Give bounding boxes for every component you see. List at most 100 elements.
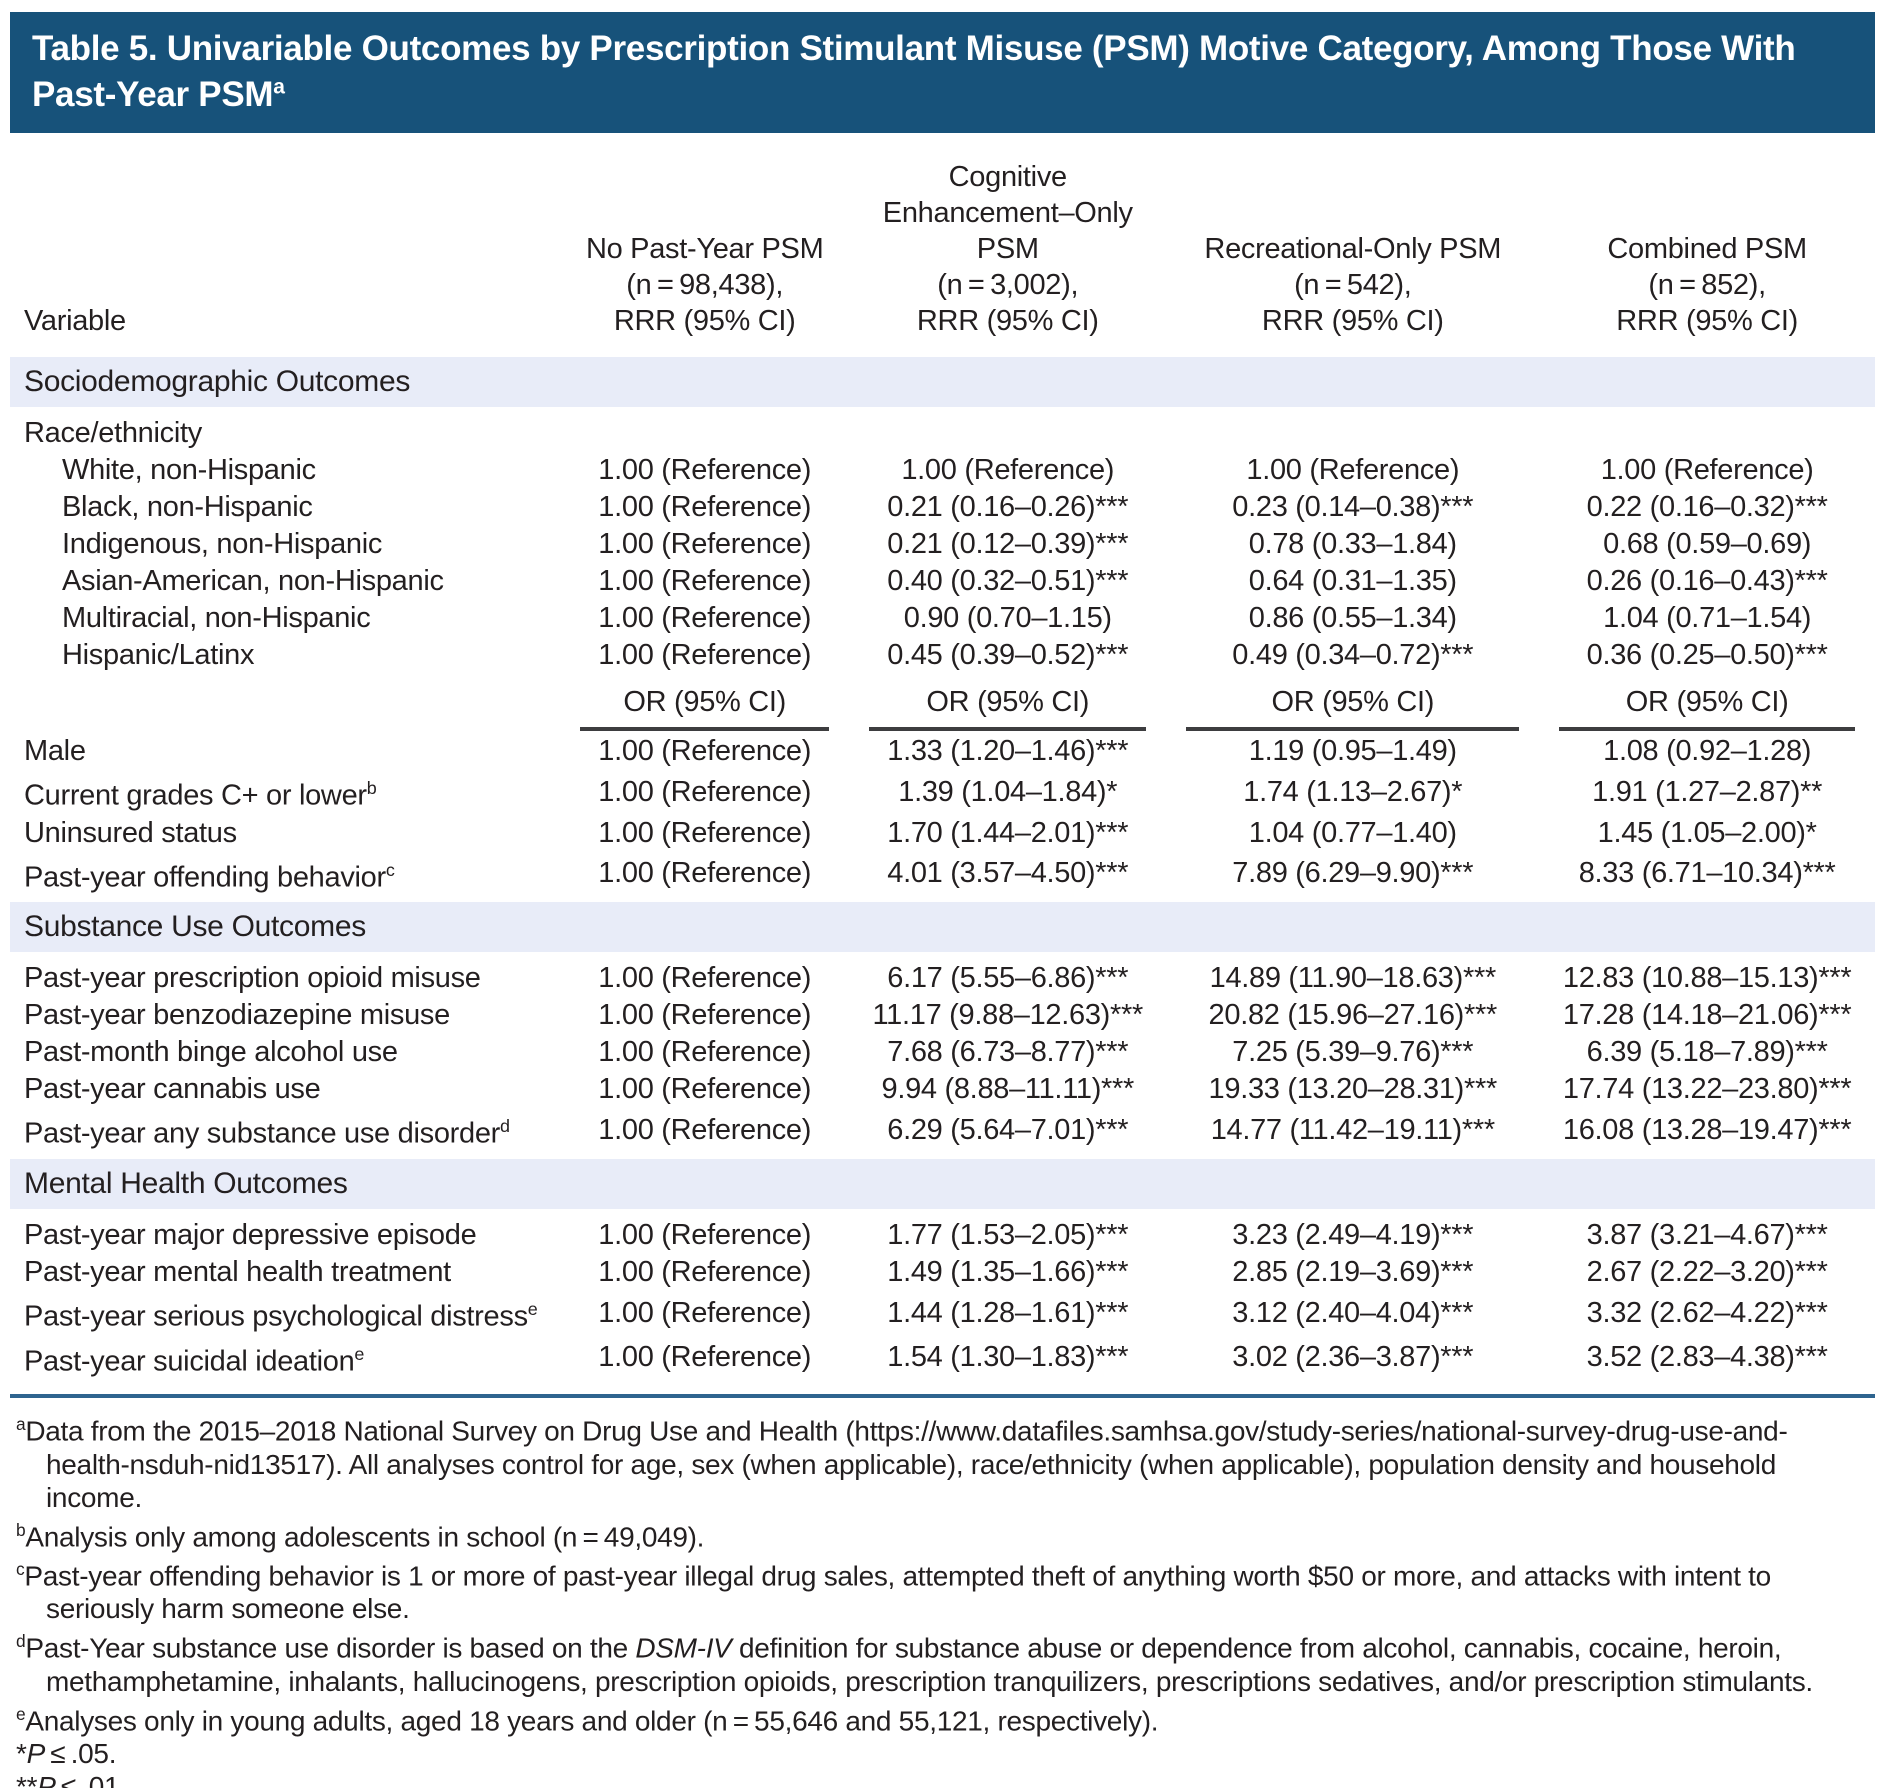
or-subheader-label: OR (95% CI) [1186, 684, 1520, 731]
footnote-marker: e [354, 1343, 365, 1364]
row-label: Past-year mental health treatment [24, 1255, 451, 1288]
cell-value: 1.00 (Reference) [598, 775, 812, 808]
footnote: aData from the 2015–2018 National Survey… [16, 1408, 1869, 1513]
cell-value: 0.68 (0.59–0.69) [1603, 528, 1812, 560]
table-row: Multiracial, non-Hispanic 1.00 (Reference… [10, 600, 1875, 637]
table-row: Past-month binge alcohol use 1.00 (Refere… [10, 1034, 1875, 1071]
cell-value: 1.00 (Reference) [598, 1218, 812, 1251]
cell-value: 0.90 (0.70–1.15) [903, 602, 1112, 634]
row-label [10, 674, 560, 733]
table-body: Sociodemographic Outcomes Race/ethnicity W… [10, 351, 1875, 1380]
footnote: **P ≤ .01. [16, 1770, 1869, 1788]
cell-value: 2.85 (2.19–3.69)*** [1232, 1255, 1474, 1288]
cell-value: 1.00 (Reference) [598, 491, 812, 523]
or-subheader-label: OR (95% CI) [580, 684, 830, 731]
footnote-marker: c [16, 1558, 25, 1579]
column-header-line: (n = 98,438), [626, 269, 784, 301]
column-header-line: RRR (95% CI) [1261, 305, 1444, 337]
cell-value: 1.00 (Reference) [598, 1255, 812, 1288]
outcomes-table: Variable No Past-Year PSM (n = 98,438), RR… [10, 143, 1875, 1380]
cell-value: 1.00 (Reference) [598, 602, 812, 634]
section-header-row: Mental Health Outcomes [10, 1152, 1875, 1217]
or-column-subheader: OR (95% CI) [560, 674, 849, 733]
cell-value: 1.08 (0.92–1.28) [1603, 735, 1812, 767]
table-row: Black, non-Hispanic 1.00 (Reference) 0.21 … [10, 489, 1875, 526]
cell-value: 6.29 (5.64–7.01)*** [887, 1114, 1129, 1147]
cell-value: 11.17 (9.88–12.63)*** [872, 999, 1144, 1032]
footnote-marker: d [500, 1116, 510, 1137]
footnote-text: Analyses only in young adults, aged 18 y… [25, 1704, 1159, 1736]
footnote-text: ≤ .01. [55, 1770, 127, 1788]
cell-value: 1.00 (Reference) [1600, 454, 1814, 486]
row-label: Male [24, 735, 86, 767]
row-label: Past-year offending behaviorc [24, 859, 395, 894]
table-header: Variable No Past-Year PSM (n = 98,438), RR… [10, 143, 1875, 356]
table-title-bar: Table 5. Univariable Outcomes by Prescri… [10, 12, 1875, 133]
cell-value: 20.82 (15.96–27.16)*** [1208, 999, 1498, 1032]
footnote-text: definition for substance abuse or depend… [46, 1632, 1813, 1697]
cell-value: 12.83 (10.88–15.13)*** [1562, 962, 1852, 995]
footnote-text: Analysis only among adolescents in schoo… [25, 1520, 705, 1552]
column-header-line: RRR (95% CI) [1616, 305, 1798, 337]
cell-value: 7.25 (5.39–9.76)*** [1232, 1036, 1474, 1069]
row-label: Current grades C+ or lowerb [24, 778, 377, 812]
cell-value: 1.00 (Reference) [598, 962, 812, 995]
table-row: Asian-American, non-Hispanic 1.00 (Refere… [10, 563, 1875, 600]
table-row: Past-year prescription opioid misuse 1.00… [10, 956, 1875, 997]
cell-value: 6.17 (5.55–6.86)*** [887, 962, 1129, 995]
footnote-text: DSM-IV [635, 1632, 732, 1664]
column-header-line: RRR (95% CI) [916, 305, 1099, 337]
cell-value: 7.89 (6.29–9.90)*** [1232, 857, 1474, 890]
cell-value [1539, 411, 1875, 452]
table-row: Current grades C+ or lowerb 1.00 (Referen… [10, 770, 1875, 815]
cell-value: 1.00 (Reference) [1246, 454, 1460, 486]
cell-value: 1.44 (1.28–1.61)*** [887, 1296, 1129, 1329]
footnote: *P ≤ .05. [16, 1737, 1869, 1770]
footnotes: aData from the 2015–2018 National Survey… [10, 1398, 1875, 1788]
table-title-text: Table 5. Univariable Outcomes by Prescri… [32, 29, 1796, 114]
cell-value: 4.01 (3.57–4.50)*** [887, 857, 1129, 890]
footnote-marker: a [16, 1414, 26, 1435]
cell-value: 1.45 (1.05–2.00)* [1597, 816, 1817, 849]
cell-value: 1.00 (Reference) [598, 454, 812, 486]
cell-value: 0.23 (0.14–0.38)*** [1232, 491, 1474, 523]
row-label: Race/ethnicity [24, 417, 202, 449]
column-header: Combined PSM (n = 852), RRR (95% CI) [1539, 143, 1875, 356]
row-label: Past-year major depressive episode [24, 1218, 477, 1251]
cell-value: 3.87 (3.21–4.67)*** [1586, 1218, 1828, 1251]
table-row: Past-year mental health treatment 1.00 (R… [10, 1254, 1875, 1291]
or-column-subheader: OR (95% CI) [1539, 674, 1875, 733]
column-header-line: (n = 3,002), [937, 269, 1079, 301]
table-row: White, non-Hispanic 1.00 (Reference) 1.00 … [10, 452, 1875, 489]
cell-value: 0.26 (0.16–0.43)*** [1586, 565, 1828, 597]
divider-line [10, 1394, 1875, 1399]
row-label: Past-year any substance use disorderd [24, 1116, 510, 1150]
cell-value: 1.00 (Reference) [598, 565, 812, 597]
table-row: Uninsured status 1.00 (Reference) 1.70 (1.… [10, 815, 1875, 852]
table-row: Past-year cannabis use 1.00 (Reference) 9.… [10, 1071, 1875, 1108]
column-header-row: Variable No Past-Year PSM (n = 98,438), RR… [10, 143, 1875, 356]
cell-value: 1.00 (Reference) [598, 1036, 812, 1069]
footnote-marker: b [366, 778, 377, 798]
cell-value: 0.45 (0.39–0.52)*** [887, 639, 1129, 671]
cell-value: 0.64 (0.31–1.35) [1248, 565, 1457, 597]
cell-value: 1.00 (Reference) [598, 1341, 812, 1374]
section-header: Mental Health Outcomes [10, 1152, 1875, 1217]
cell-value: 1.19 (0.95–1.49) [1248, 735, 1457, 767]
row-label: Hispanic/Latinx [62, 639, 255, 671]
footnote-text: Past-Year substance use disorder is base… [25, 1632, 636, 1664]
section-header: Substance Use Outcomes [10, 896, 1875, 961]
column-header: Cognitive Enhancement–Only PSM (n = 3,002)… [849, 143, 1167, 356]
page-title: Table 5. Univariable Outcomes by Prescri… [32, 26, 1851, 117]
column-header-line: (n = 542), [1294, 269, 1412, 301]
column-header-line: No Past-Year PSM [585, 233, 824, 265]
footnote-text: ≤ .05. [45, 1737, 117, 1769]
variable-column-header: Variable [10, 143, 561, 356]
table-title-footnote-marker: a [273, 74, 285, 98]
footnote-text: P [37, 1770, 56, 1788]
cell-value: 3.52 (2.83–4.38)*** [1586, 1341, 1828, 1374]
cell-value: 0.21 (0.12–0.39)*** [887, 528, 1129, 560]
cell-value: 3.02 (2.36–3.87)*** [1232, 1341, 1474, 1374]
or-column-subheader: OR (95% CI) [1166, 674, 1539, 733]
row-label: Past-year benzodiazepine misuse [24, 999, 450, 1032]
